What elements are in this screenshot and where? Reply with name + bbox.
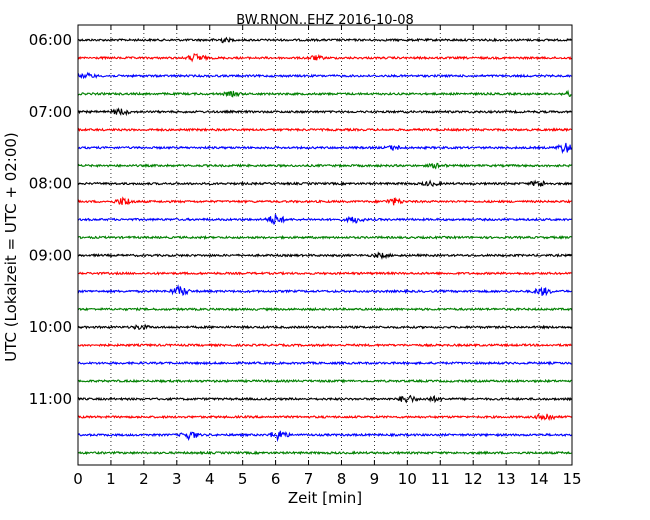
axis-ticks [77, 25, 573, 465]
trace-line [77, 162, 572, 170]
x-tick-label: 12 [464, 470, 483, 488]
x-tick-label: 13 [497, 470, 516, 488]
trace-line [77, 430, 572, 443]
y-axis-label: UTC (Lokalzeit = UTC + 02:00) [2, 132, 20, 362]
y-tick-label: 06:00 [29, 31, 72, 49]
x-tick-label: 1 [106, 470, 116, 488]
trace-line [77, 270, 572, 276]
plot-frame [77, 24, 573, 466]
x-tick-label: 0 [73, 470, 83, 488]
y-tick-label: 07:00 [29, 103, 72, 121]
trace-line [77, 251, 572, 260]
x-tick-label: 3 [172, 470, 182, 488]
y-tick-labels: 06:00 07:00 08:00 09:00 10:00 11:00 [29, 31, 72, 408]
x-tick-label: 4 [205, 470, 215, 488]
trace-line [77, 234, 572, 240]
x-tick-label: 6 [271, 470, 281, 488]
x-tick-label: 2 [139, 470, 149, 488]
x-tick-label: 5 [238, 470, 248, 488]
y-tick-label: 10:00 [29, 318, 72, 336]
x-tick-label: 10 [398, 470, 417, 488]
trace-line [77, 394, 572, 404]
trace-line [77, 89, 572, 98]
trace-line [77, 360, 572, 366]
x-tick-label: 8 [337, 470, 347, 488]
trace-line [77, 413, 572, 421]
x-tick-label: 14 [530, 470, 549, 488]
trace-line [77, 214, 572, 226]
trace-line [77, 284, 572, 297]
y-tick-label: 11:00 [29, 390, 72, 408]
trace-line [77, 127, 572, 133]
trace-line [77, 71, 572, 80]
grid-lines [110, 25, 540, 465]
trace-line [77, 107, 572, 117]
trace-line [77, 196, 572, 206]
chart-title: BW.RNON..EHZ 2016-10-08 [236, 13, 414, 28]
y-tick-label: 09:00 [29, 246, 72, 264]
trace-lines [77, 36, 573, 456]
trace-line [77, 378, 572, 384]
trace-line [77, 323, 572, 330]
x-axis-label: Zeit [min] [288, 489, 362, 507]
trace-line [77, 342, 572, 348]
y-tick-label: 08:00 [29, 175, 72, 193]
x-tick-label: 7 [304, 470, 314, 488]
x-tick-label: 11 [431, 470, 450, 488]
x-tick-label: 15 [562, 470, 581, 488]
trace-line [77, 36, 572, 44]
x-tick-label: 9 [370, 470, 380, 488]
trace-line [77, 450, 572, 456]
trace-line [77, 306, 572, 312]
x-tick-labels: 0 1 2 3 4 5 6 7 8 9 10 11 12 13 14 15 [73, 470, 581, 488]
trace-line [77, 142, 573, 155]
trace-line [77, 179, 572, 188]
trace-line [77, 52, 572, 63]
